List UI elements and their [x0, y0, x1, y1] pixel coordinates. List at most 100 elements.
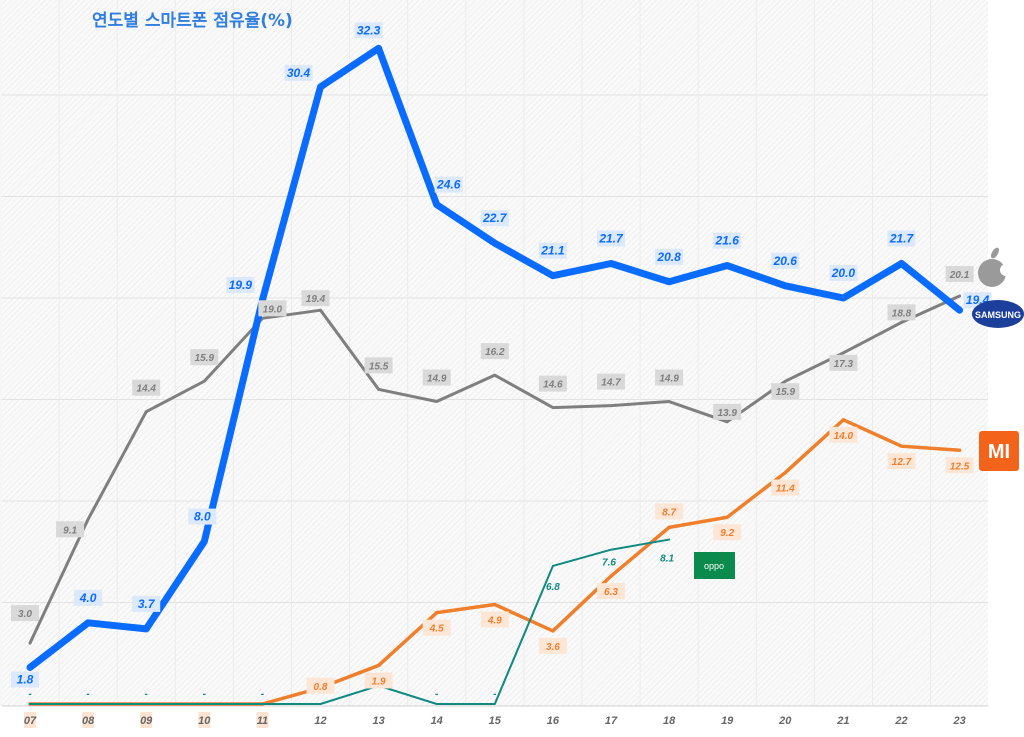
data-label-bg — [74, 589, 103, 606]
data-label-bg — [945, 457, 974, 474]
data-label-bg — [190, 349, 219, 366]
data-label: 30.4 — [287, 66, 311, 80]
data-label: 3.7 — [138, 597, 156, 611]
x-tick-label: 10 — [198, 715, 211, 727]
data-label: 21.1 — [540, 244, 565, 258]
x-tick-label: 11 — [257, 715, 268, 727]
data-label-bg — [226, 277, 255, 294]
data-label: 13.9 — [717, 408, 737, 419]
data-label: 8.7 — [662, 507, 676, 518]
data-label: 4.5 — [429, 624, 444, 635]
data-label: 14.0 — [834, 431, 854, 442]
data-label-bg — [713, 403, 742, 420]
x-tick-label: 15 — [489, 715, 502, 727]
data-label-bg — [301, 290, 330, 307]
data-label-bg — [597, 230, 625, 247]
data-label-bg — [771, 383, 800, 400]
series-line-apple — [28, 294, 962, 645]
data-label-bg — [597, 583, 625, 600]
data-label: 8.1 — [660, 554, 674, 565]
data-label: 12.7 — [892, 457, 912, 468]
svg-text:oppo: oppo — [704, 561, 724, 571]
data-label-bg — [655, 248, 684, 265]
tick-highlight — [140, 712, 153, 728]
tick-highlight — [24, 712, 36, 728]
data-label: 11.4 — [776, 484, 795, 495]
data-label: 14.7 — [601, 378, 621, 389]
data-label-bg — [771, 252, 800, 269]
series-line-samsung — [26, 44, 964, 671]
data-label-bg — [132, 595, 161, 612]
data-label-bg — [597, 373, 625, 390]
x-tick-label: 18 — [663, 715, 676, 727]
x-tick-label: 17 — [605, 715, 618, 727]
data-label-bg — [829, 426, 858, 443]
tick-highlight — [82, 712, 95, 728]
data-label-bg — [829, 354, 858, 371]
data-label: 14.4 — [136, 384, 156, 395]
tick-highlight — [198, 712, 211, 728]
data-label-bg — [655, 503, 684, 520]
data-label-bg — [306, 677, 335, 694]
data-label: 3.6 — [546, 642, 560, 653]
data-label: - — [435, 689, 439, 700]
data-label: 17.3 — [834, 359, 854, 370]
data-label-bg — [188, 508, 217, 525]
data-label: 21.6 — [715, 234, 740, 248]
data-label: 19.4 — [306, 294, 326, 305]
mi-logo: MI — [979, 431, 1019, 471]
oppo-logo: oppo — [694, 552, 735, 579]
data-label: 19.9 — [229, 278, 253, 292]
data-label-bg — [284, 64, 313, 81]
data-label-bg — [480, 343, 509, 360]
x-tick-label: 08 — [82, 715, 95, 727]
data-label: 8.0 — [194, 510, 211, 524]
x-tick-label: 07 — [24, 715, 37, 727]
data-label-bg — [258, 300, 287, 317]
data-label: 1.8 — [17, 672, 34, 686]
data-label: 12.5 — [950, 461, 970, 472]
data-label: 20.0 — [831, 266, 856, 280]
data-label: 9.2 — [720, 528, 734, 539]
data-label: 20.8 — [656, 250, 681, 264]
data-label-bg — [354, 22, 383, 39]
data-label: 4.9 — [487, 616, 502, 627]
data-label-bg — [655, 369, 684, 386]
data-label: 21.7 — [598, 231, 624, 245]
x-tick-label: 19 — [721, 715, 734, 727]
x-tick-label: 22 — [894, 715, 907, 727]
data-label-bg — [364, 672, 393, 689]
data-label: - — [203, 689, 207, 700]
data-label: - — [145, 689, 149, 700]
apple-logo — [978, 247, 1012, 287]
data-label-bg — [11, 671, 39, 688]
data-label: - — [493, 689, 497, 700]
data-label: 14.6 — [543, 380, 563, 391]
data-label: 1.9 — [372, 676, 386, 687]
data-label: 6.3 — [604, 587, 618, 598]
data-label-bg — [434, 176, 463, 193]
data-label: 18.8 — [892, 308, 912, 319]
data-label: 15.5 — [369, 361, 389, 372]
data-label: 24.6 — [436, 178, 461, 192]
data-label: 9.1 — [63, 525, 77, 536]
data-label-bg — [887, 304, 916, 321]
tick-highlight — [256, 712, 269, 728]
data-label: 19.0 — [263, 304, 283, 315]
data-label-bg — [480, 210, 509, 227]
svg-text:SAMSUNG: SAMSUNG — [975, 310, 1021, 320]
data-label: 20.1 — [949, 270, 970, 281]
data-label-bg — [771, 479, 800, 496]
data-label-bg — [364, 357, 393, 374]
data-label-bg — [132, 379, 161, 396]
data-label: - — [28, 689, 32, 700]
data-label-bg — [713, 524, 742, 541]
data-label: 15.9 — [195, 353, 215, 364]
x-tick-label: 09 — [140, 715, 153, 727]
data-label-bg — [945, 265, 974, 282]
data-label: - — [261, 689, 265, 700]
data-label: 14.9 — [427, 374, 447, 385]
x-tick-label: 14 — [431, 715, 443, 727]
data-label-bg — [538, 637, 567, 654]
